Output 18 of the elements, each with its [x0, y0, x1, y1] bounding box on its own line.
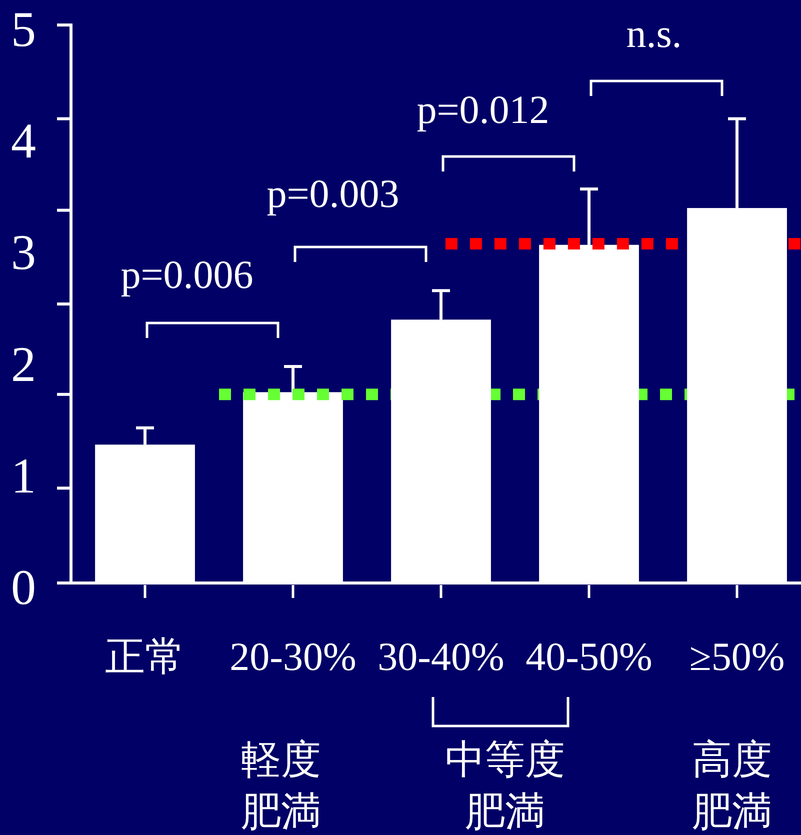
annotation: p=0.003: [266, 171, 400, 216]
text: 高度肥満: [691, 736, 773, 835]
y-tick-label: 0: [11, 559, 36, 615]
y-tick-label: 5: [11, 1, 36, 57]
x-tick-label: 40-50%: [526, 634, 652, 679]
y-tick-label: 2: [11, 336, 36, 392]
y-tick-label: 4: [11, 112, 36, 169]
x-tick-label: 30-40%: [378, 634, 504, 679]
x-tick-label: ≥50%: [689, 634, 785, 679]
annotation: n.s.: [626, 11, 682, 56]
text: 軽度肥満: [240, 736, 322, 835]
annotation: p=0.006: [120, 252, 254, 297]
x-tick-label: 正常: [105, 634, 185, 679]
y-tick-label: 3: [11, 224, 36, 280]
y-tick-label: 1: [11, 447, 36, 504]
text: 中等度肥満: [444, 736, 566, 835]
annotation: p=0.012: [416, 87, 550, 132]
x-tick-label: 20-30%: [230, 634, 356, 679]
